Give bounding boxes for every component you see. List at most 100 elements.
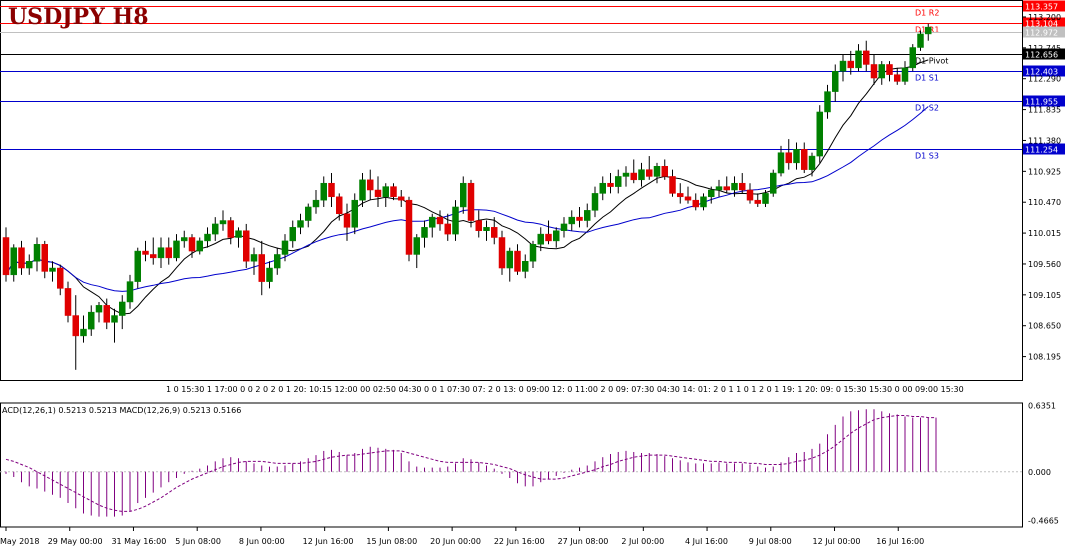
candle-down xyxy=(142,250,149,255)
candle-up xyxy=(80,328,87,337)
candle-up xyxy=(715,186,723,191)
candle-down xyxy=(785,152,792,164)
time-tick-label: 16 Jul 16:00 xyxy=(876,537,924,546)
candle-up xyxy=(793,149,800,164)
candle-up xyxy=(638,169,645,181)
price-tick-label: 112.745 xyxy=(1028,44,1061,53)
candle-up xyxy=(10,247,17,276)
candle-up xyxy=(95,305,103,313)
candle-down xyxy=(646,169,653,177)
session-strip: 1 0 15:30 1 17:00 0 0 2 0 2 0 1 20: 10:1… xyxy=(166,385,964,394)
candle-down xyxy=(64,288,72,316)
candle-up xyxy=(382,186,389,198)
time-tick-label: 2 Jul 00:00 xyxy=(621,537,664,546)
price-panel-frame xyxy=(0,0,1023,381)
candle-down xyxy=(57,267,64,289)
macd-panel-frame xyxy=(0,402,1023,528)
chart-title: USDJPY H8 xyxy=(8,4,149,30)
time-tick-label: 8 Jun 00:00 xyxy=(239,537,285,546)
candle-up xyxy=(460,182,467,208)
level-value: 111.955 xyxy=(1025,98,1058,107)
candle-up xyxy=(731,182,738,191)
price-tick-label: 109.105 xyxy=(1028,291,1061,300)
candle-up xyxy=(421,227,428,238)
candle-up xyxy=(553,230,560,242)
candle-down xyxy=(514,250,521,272)
level-tag xyxy=(1023,143,1065,155)
candle-down xyxy=(739,182,746,191)
price-tick-label: 110.470 xyxy=(1028,198,1061,207)
candle-up xyxy=(359,179,366,201)
candle-up xyxy=(196,240,203,252)
candle-up xyxy=(615,176,622,187)
candle-down xyxy=(498,237,506,269)
level-tag xyxy=(1023,48,1065,60)
candle-up xyxy=(266,267,273,282)
candle-up xyxy=(134,250,141,282)
candle-down xyxy=(746,189,754,201)
candle-up xyxy=(289,227,296,242)
main-price-panel xyxy=(0,0,1023,528)
candle-up xyxy=(909,47,916,69)
macd-tick-label: 0.6351 xyxy=(1028,402,1056,411)
candle-up xyxy=(599,182,606,194)
candle-up xyxy=(235,230,242,238)
candle-up xyxy=(157,247,165,259)
macd-panel: 0.6351 0.000 -0.4665 xyxy=(0,402,1059,525)
candle-up xyxy=(111,315,118,323)
candle-up xyxy=(808,155,816,170)
candle-down xyxy=(677,193,684,198)
candle-down xyxy=(165,247,172,259)
time-tick-label: 4 Jul 16:00 xyxy=(685,537,728,546)
candle-down xyxy=(661,166,668,177)
candle-up xyxy=(622,172,630,177)
level-name: D1 R2 xyxy=(915,9,939,18)
candle-up xyxy=(762,193,769,204)
candle-down xyxy=(343,213,351,228)
candle-down xyxy=(72,315,79,337)
candle-up xyxy=(653,166,661,177)
candle-down xyxy=(863,50,870,65)
candle-down xyxy=(576,216,583,221)
candle-up xyxy=(591,193,599,211)
price-tick-label: 113.200 xyxy=(1028,13,1061,22)
candle-up xyxy=(88,311,95,330)
candle-up xyxy=(274,254,281,269)
candle-up xyxy=(816,111,823,157)
candle-down xyxy=(894,74,901,82)
candle-up xyxy=(181,237,188,242)
macd-label: ACD(12,26,1) 0.5213 0.5213 MACD(12,26,9)… xyxy=(2,406,241,415)
time-tick-label: 12 Jul 00:00 xyxy=(813,537,861,546)
candle-up xyxy=(351,199,358,228)
candle-down xyxy=(630,172,637,181)
candle-up xyxy=(281,240,289,255)
macd-signal-line xyxy=(5,415,936,512)
level-tag xyxy=(1023,26,1065,38)
candle-down xyxy=(188,237,196,252)
candle-down xyxy=(390,186,397,198)
candle-down xyxy=(684,196,692,201)
candle-up xyxy=(297,220,304,228)
candle-down xyxy=(545,233,552,242)
candle-down xyxy=(801,149,808,170)
level-value: 112.403 xyxy=(1025,68,1058,77)
level-name: D1 S3 xyxy=(915,152,939,161)
candle-down xyxy=(467,182,475,221)
level-tag xyxy=(1023,65,1065,77)
time-tick-label: 5 Jun 08:00 xyxy=(175,537,221,546)
time-tick-label: 31 May 16:00 xyxy=(111,537,166,546)
time-tick-label: 9 Jul 08:00 xyxy=(749,537,792,546)
level-tag xyxy=(1023,95,1065,107)
candle-up xyxy=(452,206,459,235)
candle-up xyxy=(250,254,258,262)
candle-down xyxy=(870,64,878,79)
time-tick-label: 27 Jun 08:00 xyxy=(558,537,609,546)
candle-up xyxy=(878,64,885,79)
level-value: 111.254 xyxy=(1025,146,1058,155)
candle-up xyxy=(770,172,777,194)
candle-up xyxy=(212,223,219,235)
level-tag xyxy=(1023,17,1065,29)
price-tick-label: 108.650 xyxy=(1028,322,1061,331)
candle-down xyxy=(754,199,761,204)
candle-up xyxy=(777,152,785,174)
